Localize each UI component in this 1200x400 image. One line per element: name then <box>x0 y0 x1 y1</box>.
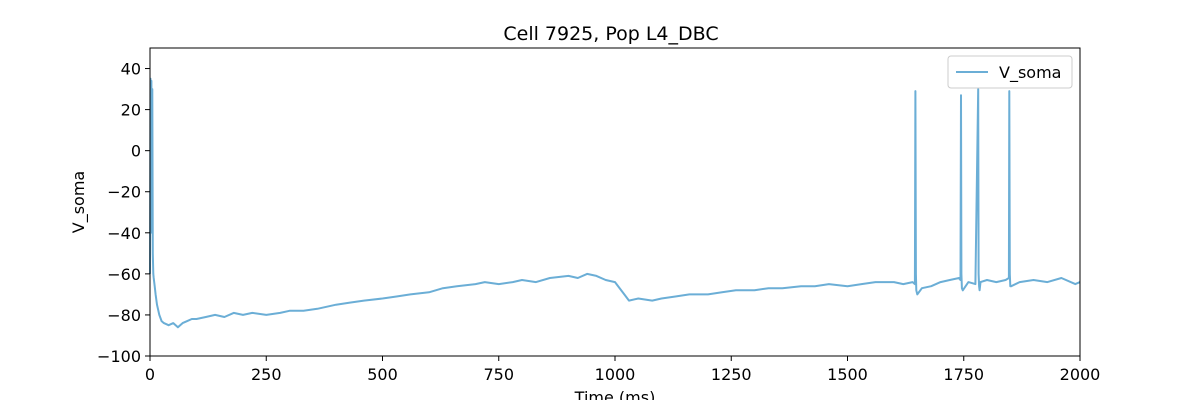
series-line-V_soma <box>149 77 1081 329</box>
y-tick-label: −20 <box>107 183 141 202</box>
legend-label: V_soma <box>999 63 1061 83</box>
x-tick-label: 250 <box>251 365 282 384</box>
x-axis-label: Time (ms) <box>574 388 656 400</box>
y-axis-label: V_soma <box>69 171 89 233</box>
x-tick-label: 0 <box>145 365 155 384</box>
x-tick-label: 1250 <box>711 365 752 384</box>
legend-box <box>947 55 1073 89</box>
x-tick-label: 500 <box>367 365 398 384</box>
y-axis: −100 −80 −60 −40 −20 0 20 40 <box>97 60 150 366</box>
y-tick-label: 20 <box>121 101 141 120</box>
y-tick-label: 40 <box>121 60 141 79</box>
y-tick-label: −60 <box>107 265 141 284</box>
y-tick-label: 0 <box>131 142 141 161</box>
x-tick-label: 1000 <box>595 365 636 384</box>
x-axis: 0 250 500 750 1000 1250 1500 1750 2000 <box>145 356 1100 384</box>
x-tick-label: 750 <box>483 365 514 384</box>
y-tick-label: −100 <box>97 347 141 366</box>
x-tick-label: 1500 <box>827 365 868 384</box>
x-tick-label: 2000 <box>1060 365 1101 384</box>
y-tick-label: −40 <box>107 224 141 243</box>
x-tick-label: 1750 <box>943 365 984 384</box>
plot-area <box>149 77 1081 329</box>
y-tick-label: −80 <box>107 306 141 325</box>
legend: V_soma <box>947 55 1073 89</box>
chart-title: Cell 7925, Pop L4_DBC <box>503 23 718 45</box>
